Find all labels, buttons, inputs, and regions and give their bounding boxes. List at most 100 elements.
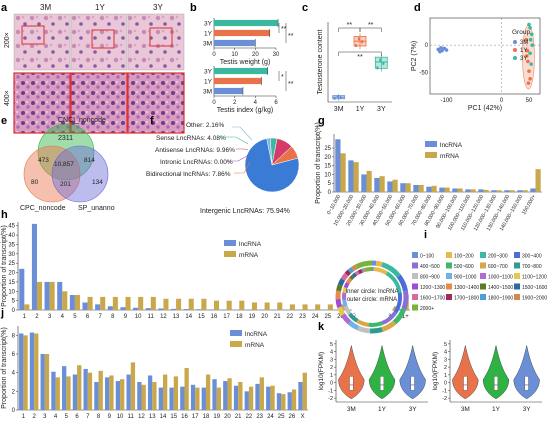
legend-swatch-mRNA <box>230 341 242 347</box>
venn-label-cnci: CNCI_noncode <box>58 117 106 124</box>
y-tick-label: 45 <box>8 224 15 230</box>
violin-box <box>380 376 384 391</box>
y-tick-label: 0 <box>330 381 333 387</box>
chart-k-left: -2 -10 1 2 34 5 log10(FPKM) 3M 1Y 3Y <box>318 340 428 413</box>
bar-lncRNA <box>69 295 75 310</box>
y-tick-label: 40 <box>8 233 15 239</box>
bar-lncRNA <box>107 306 113 310</box>
ring-segment <box>354 270 360 276</box>
x-tick-label: 5 <box>73 314 77 320</box>
bar-mRNA <box>55 377 60 410</box>
venn-value-right: 134 <box>92 179 103 186</box>
legend-label: 1400~1500 <box>488 285 513 291</box>
sig-mark: ** <box>347 22 353 29</box>
point <box>336 95 339 98</box>
x-tick-label: 16 <box>211 314 218 320</box>
ring-segment <box>396 274 408 292</box>
bar-mRNA <box>277 302 283 310</box>
violin-box <box>349 376 354 391</box>
legend-label: 1100~1200 <box>522 275 547 281</box>
x-tick-label: 10 <box>135 314 142 320</box>
bar-mRNA <box>66 376 71 410</box>
violin-box <box>524 376 529 391</box>
point <box>333 97 336 100</box>
legend-label: lncRNA <box>239 241 262 248</box>
bar-lncRNA <box>169 387 174 410</box>
ring-legend: 0~100 100~200 200~300 300~400 400~500 500~600… <box>412 252 547 312</box>
legend-label: mRNA <box>239 252 259 259</box>
ring-segment <box>342 299 348 307</box>
x-tick-label: 18 <box>203 414 210 420</box>
point-1Y <box>525 54 529 58</box>
chart-k-right: -2 -10 1 2 34 5 log10(FPKM) 3M 1Y 3Y <box>432 340 542 413</box>
x-tick-label: 4 <box>254 100 258 106</box>
point <box>379 58 382 61</box>
legend-swatch <box>480 273 486 279</box>
legend-label: 400~500 <box>420 264 440 270</box>
x-tick-label: 7 <box>86 414 90 420</box>
legend-swatch <box>412 294 418 300</box>
y-axis-label: Proportion of transcript(%) <box>1 225 8 307</box>
micrograph-3m-400x <box>13 72 71 134</box>
bar-mRNA <box>264 302 270 310</box>
legend-label: lncRNA <box>245 331 268 338</box>
ring-segment <box>340 272 349 281</box>
point-1Y <box>527 69 531 73</box>
bar-lncRNA <box>29 332 35 410</box>
point <box>357 37 361 40</box>
legend-swatch <box>514 252 520 258</box>
point-3Y <box>527 22 531 27</box>
bar-mRNA <box>152 382 157 410</box>
legend-swatch <box>412 283 418 290</box>
venn-value-left-mid: 473 <box>38 157 49 164</box>
x-tick-label: 16 <box>181 414 188 420</box>
x-tick-label: 2 <box>233 100 237 106</box>
bar-mRNA <box>291 389 297 410</box>
col-label-1y: 1Y <box>95 3 105 12</box>
bar-mRNA <box>205 374 211 410</box>
x-tick-label: 20 <box>224 414 231 420</box>
bar-mRNA <box>509 190 515 192</box>
ring-segment <box>337 278 346 286</box>
sig-bracket <box>359 27 382 32</box>
bar-lncRNA <box>137 382 142 410</box>
x-tick-label: 14 <box>160 414 167 420</box>
bar-mRNA <box>340 304 346 310</box>
bar-lncRNA <box>208 309 214 310</box>
bar-mRNA <box>418 184 424 192</box>
chart-d: -100 0 50 0 -50 PC1 (42%) PC2 (7%) Group 3M 1Y 3Y <box>411 17 541 112</box>
legend-label: 1200~1300 <box>420 285 445 291</box>
bar-mRNA <box>23 335 28 410</box>
x-tick-label: 19 <box>249 314 256 320</box>
point-3Y <box>529 32 534 37</box>
panel-d: d -100 0 50 0 -50 PC1 (42%) PC2 (7%) Group 3M 1Y 3… <box>411 2 541 112</box>
category-label: 1Y <box>204 79 213 86</box>
x-axis-label: Testis weight (g) <box>220 59 271 66</box>
ring-segment <box>381 262 401 278</box>
x-tick-label: 12 <box>160 314 167 320</box>
point <box>339 96 342 99</box>
legend-swatch <box>514 273 520 279</box>
bar-lncRNA <box>244 391 249 410</box>
bar-lncRNA <box>40 354 45 410</box>
bar-lncRNA <box>530 188 536 192</box>
legend-label: 900~1000 <box>454 275 477 281</box>
y-tick-label: 0 <box>328 190 332 196</box>
venn-value-bottom-mid: 201 <box>60 181 71 188</box>
y-tick-label: -1 <box>442 388 447 394</box>
y-axis-label: log10(FPKM) <box>318 352 325 390</box>
y-tick-label: -2 <box>328 396 333 402</box>
x-tick-label: 9 <box>124 314 128 320</box>
y-tick-label: 15 <box>8 280 15 286</box>
legend-label: 0~100 <box>420 254 434 260</box>
point-3M <box>438 49 442 54</box>
category-label: 3Y <box>377 106 386 113</box>
point-1Y <box>525 48 530 53</box>
x-tick-label: 23 <box>256 414 263 420</box>
x-tick-label: 17 <box>223 314 230 320</box>
bar-mRNA <box>270 385 275 410</box>
panel-label-d: d <box>414 2 421 14</box>
bar-lncRNA <box>115 381 121 410</box>
y-tick-label: 5 <box>330 342 333 348</box>
bar-mRNA <box>125 296 131 310</box>
